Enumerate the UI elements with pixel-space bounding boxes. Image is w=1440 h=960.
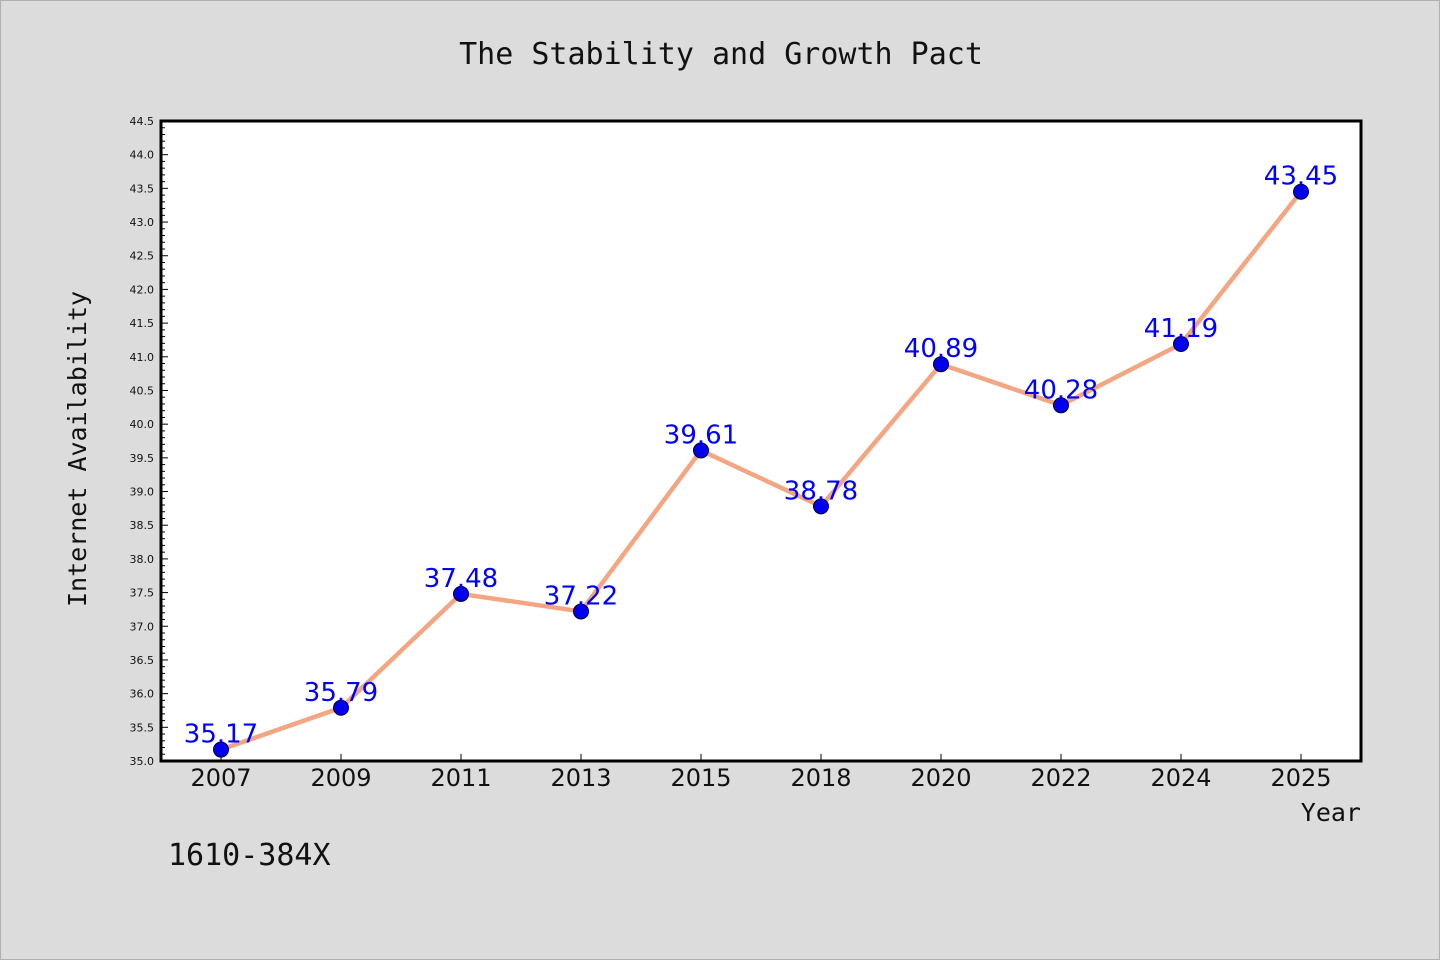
data-label: 37.48 [424,564,498,594]
x-tick-label: 2007 [190,764,251,792]
y-tick-label: 43.0 [130,216,155,229]
data-point [1173,335,1189,352]
y-tick-label: 41.5 [130,317,155,330]
y-tick-label: 37.5 [130,587,155,600]
data-point [933,356,949,373]
data-point [1293,183,1309,200]
data-label: 37.22 [544,581,618,611]
y-tick-label: 36.0 [130,688,155,701]
data-point [813,498,829,515]
data-labels: 35.17 35.79 37.48 37.22 39.61 38.78 40.89 40.28… [184,162,1338,750]
footer-code: 1610-384X [168,838,331,873]
series-line [218,189,1304,752]
x-tick-label: 2013 [550,764,611,792]
y-axis: 35.0 35.5 36.0 36.5 37.0 37.5 38.0 38.5 39.0 39.5… [130,115,168,768]
data-label: 40.28 [1024,375,1098,405]
x-tick-label: 2011 [430,764,491,792]
x-tick-label: 2025 [1270,764,1331,792]
y-axis-label: Internet Availability [63,291,92,607]
data-label: 39.61 [664,420,738,450]
data-point [693,442,709,459]
data-label: 43.45 [1264,162,1338,192]
data-point [1053,397,1069,414]
y-tick-label: 38.0 [130,553,155,566]
series-layer [213,183,1309,758]
x-tick-label: 2018 [790,764,851,792]
y-tick-label: 35.5 [130,721,155,734]
data-point [453,585,469,602]
y-tick-label: 44.0 [130,149,155,162]
x-tick-label: 2020 [910,764,971,792]
y-tick-label: 41.0 [130,351,155,364]
data-label: 38.78 [784,476,858,506]
y-tick-label: 39.0 [130,486,155,499]
data-label: 40.89 [904,334,978,364]
y-tick-label: 44.5 [130,115,155,128]
x-axis: 2007 2009 2011 2013 2015 2018 2020 2022 2024 2025 [190,754,1332,792]
y-tick-label: 43.5 [130,182,155,195]
data-point [573,603,589,620]
x-tick-label: 2022 [1030,764,1091,792]
y-tick-label: 37.0 [130,620,155,633]
y-tick-label: 42.0 [130,283,155,296]
chart-title: The Stability and Growth Pact [459,37,983,72]
y-tick-label: 35.0 [130,755,155,768]
y-tick-label: 42.5 [130,250,155,263]
y-tick-label: 39.5 [130,452,155,465]
data-label: 35.17 [184,720,258,750]
x-axis-label: Year [1301,798,1361,827]
y-tick-label: 36.5 [130,654,155,667]
data-point [333,699,349,716]
y-tick-label: 38.5 [130,519,155,532]
data-label: 35.79 [304,678,378,708]
data-point [213,741,229,758]
x-tick-label: 2024 [1150,764,1211,792]
x-tick-label: 2015 [670,764,731,792]
data-label: 41.19 [1144,314,1218,344]
x-tick-label: 2009 [310,764,371,792]
y-tick-label: 40.0 [130,418,155,431]
y-tick-label: 40.5 [130,384,155,397]
plot-area [159,119,1363,763]
